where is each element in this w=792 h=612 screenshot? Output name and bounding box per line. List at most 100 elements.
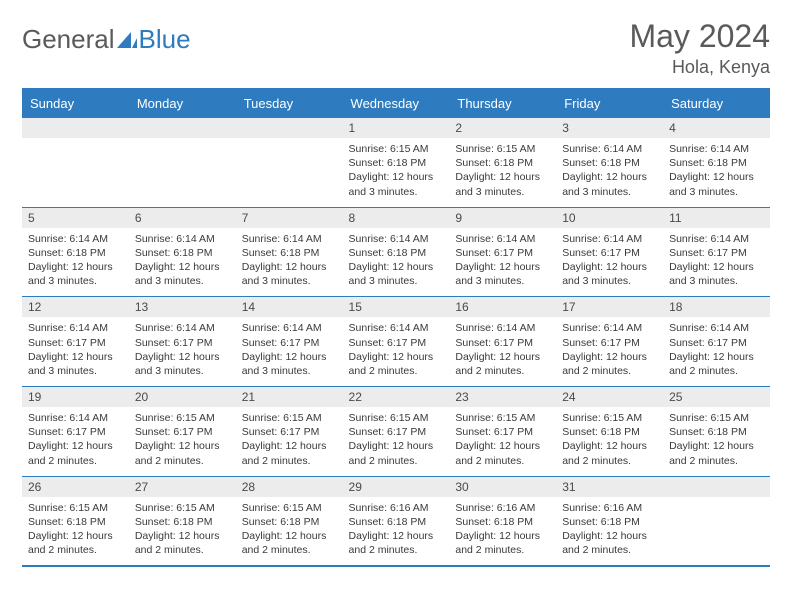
day-details: Sunrise: 6:15 AM Sunset: 6:18 PM Dayligh… xyxy=(22,497,129,566)
day-details: Sunrise: 6:15 AM Sunset: 6:18 PM Dayligh… xyxy=(129,497,236,566)
day-cell: 28Sunrise: 6:15 AM Sunset: 6:18 PM Dayli… xyxy=(236,476,343,566)
day-number: 11 xyxy=(663,208,770,228)
day-number: 26 xyxy=(22,477,129,497)
calendar-table: SundayMondayTuesdayWednesdayThursdayFrid… xyxy=(22,88,770,567)
brand-logo: General Blue xyxy=(22,24,191,55)
day-number-empty xyxy=(663,477,770,497)
week-row: 5Sunrise: 6:14 AM Sunset: 6:18 PM Daylig… xyxy=(22,207,770,297)
day-number: 28 xyxy=(236,477,343,497)
day-number: 7 xyxy=(236,208,343,228)
day-cell: 29Sunrise: 6:16 AM Sunset: 6:18 PM Dayli… xyxy=(343,476,450,566)
day-cell: 2Sunrise: 6:15 AM Sunset: 6:18 PM Daylig… xyxy=(449,118,556,208)
day-number: 17 xyxy=(556,297,663,317)
day-details: Sunrise: 6:14 AM Sunset: 6:17 PM Dayligh… xyxy=(556,317,663,386)
day-number-empty xyxy=(22,118,129,138)
dow-header: Sunday xyxy=(22,89,129,118)
day-cell: 3Sunrise: 6:14 AM Sunset: 6:18 PM Daylig… xyxy=(556,118,663,208)
day-details: Sunrise: 6:14 AM Sunset: 6:17 PM Dayligh… xyxy=(449,317,556,386)
day-number: 15 xyxy=(343,297,450,317)
day-details: Sunrise: 6:14 AM Sunset: 6:18 PM Dayligh… xyxy=(556,138,663,207)
day-number: 3 xyxy=(556,118,663,138)
dow-header: Friday xyxy=(556,89,663,118)
day-number: 25 xyxy=(663,387,770,407)
week-row: 12Sunrise: 6:14 AM Sunset: 6:17 PM Dayli… xyxy=(22,297,770,387)
day-cell xyxy=(236,118,343,208)
dow-header: Thursday xyxy=(449,89,556,118)
dow-header: Tuesday xyxy=(236,89,343,118)
day-cell: 10Sunrise: 6:14 AM Sunset: 6:17 PM Dayli… xyxy=(556,207,663,297)
day-number: 27 xyxy=(129,477,236,497)
day-cell: 7Sunrise: 6:14 AM Sunset: 6:18 PM Daylig… xyxy=(236,207,343,297)
day-number: 30 xyxy=(449,477,556,497)
day-cell: 25Sunrise: 6:15 AM Sunset: 6:18 PM Dayli… xyxy=(663,387,770,477)
day-details: Sunrise: 6:16 AM Sunset: 6:18 PM Dayligh… xyxy=(343,497,450,566)
header: General Blue May 2024 Hola, Kenya xyxy=(22,18,770,78)
day-number: 6 xyxy=(129,208,236,228)
dow-header: Saturday xyxy=(663,89,770,118)
day-cell: 24Sunrise: 6:15 AM Sunset: 6:18 PM Dayli… xyxy=(556,387,663,477)
dow-header: Monday xyxy=(129,89,236,118)
day-details: Sunrise: 6:15 AM Sunset: 6:18 PM Dayligh… xyxy=(663,407,770,476)
day-number: 16 xyxy=(449,297,556,317)
day-number: 2 xyxy=(449,118,556,138)
day-details: Sunrise: 6:14 AM Sunset: 6:17 PM Dayligh… xyxy=(236,317,343,386)
day-cell: 15Sunrise: 6:14 AM Sunset: 6:17 PM Dayli… xyxy=(343,297,450,387)
day-cell: 21Sunrise: 6:15 AM Sunset: 6:17 PM Dayli… xyxy=(236,387,343,477)
day-number: 8 xyxy=(343,208,450,228)
day-cell: 5Sunrise: 6:14 AM Sunset: 6:18 PM Daylig… xyxy=(22,207,129,297)
day-cell: 17Sunrise: 6:14 AM Sunset: 6:17 PM Dayli… xyxy=(556,297,663,387)
day-number: 1 xyxy=(343,118,450,138)
day-details: Sunrise: 6:14 AM Sunset: 6:17 PM Dayligh… xyxy=(22,407,129,476)
month-title: May 2024 xyxy=(629,18,770,55)
week-row: 26Sunrise: 6:15 AM Sunset: 6:18 PM Dayli… xyxy=(22,476,770,566)
day-number: 5 xyxy=(22,208,129,228)
day-cell: 12Sunrise: 6:14 AM Sunset: 6:17 PM Dayli… xyxy=(22,297,129,387)
brand-general: General xyxy=(22,24,115,55)
day-number: 4 xyxy=(663,118,770,138)
day-details: Sunrise: 6:14 AM Sunset: 6:18 PM Dayligh… xyxy=(343,228,450,297)
day-details: Sunrise: 6:14 AM Sunset: 6:17 PM Dayligh… xyxy=(343,317,450,386)
day-details: Sunrise: 6:14 AM Sunset: 6:18 PM Dayligh… xyxy=(236,228,343,297)
day-cell: 11Sunrise: 6:14 AM Sunset: 6:17 PM Dayli… xyxy=(663,207,770,297)
calendar-body: 1Sunrise: 6:15 AM Sunset: 6:18 PM Daylig… xyxy=(22,118,770,567)
sail-icon xyxy=(117,32,137,48)
day-number: 24 xyxy=(556,387,663,407)
day-details: Sunrise: 6:15 AM Sunset: 6:17 PM Dayligh… xyxy=(343,407,450,476)
day-details: Sunrise: 6:14 AM Sunset: 6:18 PM Dayligh… xyxy=(663,138,770,207)
day-cell: 31Sunrise: 6:16 AM Sunset: 6:18 PM Dayli… xyxy=(556,476,663,566)
day-details: Sunrise: 6:15 AM Sunset: 6:18 PM Dayligh… xyxy=(449,138,556,207)
day-cell: 27Sunrise: 6:15 AM Sunset: 6:18 PM Dayli… xyxy=(129,476,236,566)
day-number: 23 xyxy=(449,387,556,407)
day-cell: 30Sunrise: 6:16 AM Sunset: 6:18 PM Dayli… xyxy=(449,476,556,566)
day-cell: 1Sunrise: 6:15 AM Sunset: 6:18 PM Daylig… xyxy=(343,118,450,208)
day-number: 13 xyxy=(129,297,236,317)
day-cell: 26Sunrise: 6:15 AM Sunset: 6:18 PM Dayli… xyxy=(22,476,129,566)
day-cell: 16Sunrise: 6:14 AM Sunset: 6:17 PM Dayli… xyxy=(449,297,556,387)
day-number: 14 xyxy=(236,297,343,317)
day-details: Sunrise: 6:15 AM Sunset: 6:18 PM Dayligh… xyxy=(343,138,450,207)
day-cell: 22Sunrise: 6:15 AM Sunset: 6:17 PM Dayli… xyxy=(343,387,450,477)
day-details: Sunrise: 6:16 AM Sunset: 6:18 PM Dayligh… xyxy=(449,497,556,566)
day-cell: 4Sunrise: 6:14 AM Sunset: 6:18 PM Daylig… xyxy=(663,118,770,208)
day-details: Sunrise: 6:14 AM Sunset: 6:17 PM Dayligh… xyxy=(22,317,129,386)
day-details: Sunrise: 6:15 AM Sunset: 6:17 PM Dayligh… xyxy=(129,407,236,476)
dow-header: Wednesday xyxy=(343,89,450,118)
day-cell: 13Sunrise: 6:14 AM Sunset: 6:17 PM Dayli… xyxy=(129,297,236,387)
day-number: 29 xyxy=(343,477,450,497)
title-block: May 2024 Hola, Kenya xyxy=(629,18,770,78)
brand-blue: Blue xyxy=(139,24,191,55)
day-number: 31 xyxy=(556,477,663,497)
day-cell: 19Sunrise: 6:14 AM Sunset: 6:17 PM Dayli… xyxy=(22,387,129,477)
day-details: Sunrise: 6:15 AM Sunset: 6:18 PM Dayligh… xyxy=(556,407,663,476)
day-cell: 18Sunrise: 6:14 AM Sunset: 6:17 PM Dayli… xyxy=(663,297,770,387)
day-number: 20 xyxy=(129,387,236,407)
day-cell: 23Sunrise: 6:15 AM Sunset: 6:17 PM Dayli… xyxy=(449,387,556,477)
day-details: Sunrise: 6:15 AM Sunset: 6:18 PM Dayligh… xyxy=(236,497,343,566)
day-number-empty xyxy=(129,118,236,138)
day-cell: 14Sunrise: 6:14 AM Sunset: 6:17 PM Dayli… xyxy=(236,297,343,387)
day-details: Sunrise: 6:14 AM Sunset: 6:18 PM Dayligh… xyxy=(129,228,236,297)
day-cell xyxy=(129,118,236,208)
day-details: Sunrise: 6:14 AM Sunset: 6:17 PM Dayligh… xyxy=(663,317,770,386)
day-number: 21 xyxy=(236,387,343,407)
day-cell: 8Sunrise: 6:14 AM Sunset: 6:18 PM Daylig… xyxy=(343,207,450,297)
